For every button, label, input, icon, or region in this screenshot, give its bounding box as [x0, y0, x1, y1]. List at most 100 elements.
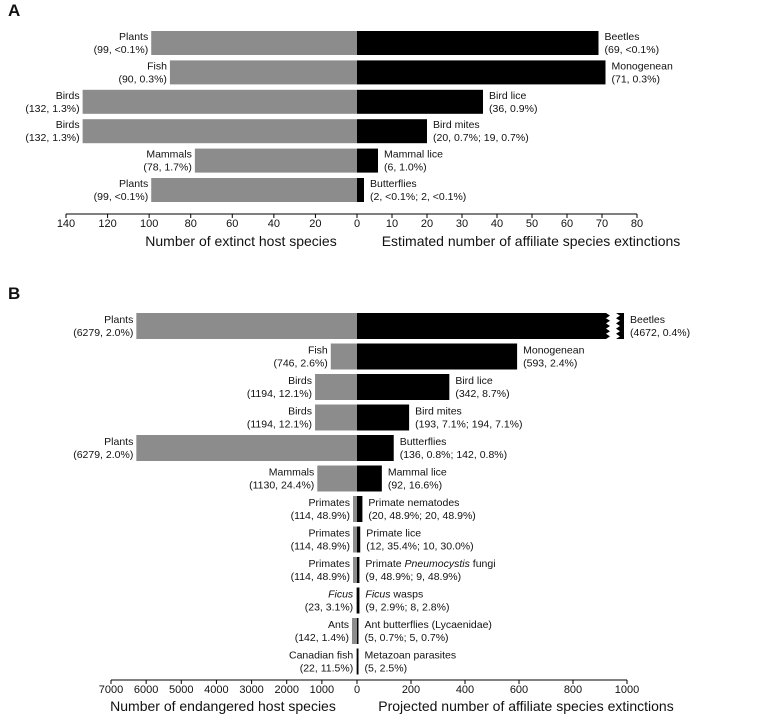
panel-b-affiliate-bar [357, 343, 518, 370]
panel-a-right-tick-label: 20 [421, 218, 433, 230]
panel-b-affiliate-label: Mammal lice [388, 467, 447, 479]
panel-b-host-stat: (23, 3.1%) [305, 602, 353, 614]
panel-b-affiliate-label: Ant butterflies (Lycaenidae) [365, 619, 492, 631]
panel-b-affiliate-stat: (4672, 0.4%) [630, 327, 690, 339]
panel-b-axis-break-segment [616, 313, 624, 339]
panel-a-host-bar [82, 119, 357, 144]
panel-a-host-stat: (99, <0.1%) [94, 191, 149, 203]
panel-b-host-stat: (142, 1.4%) [295, 632, 349, 644]
panel-b-host-stat: (22, 11.5%) [300, 663, 354, 675]
panel-b-affiliate-bar [357, 313, 606, 339]
panel-b-affiliate-bar [357, 496, 363, 522]
panel-a-right-tick-label: 50 [526, 218, 538, 230]
panel-a-left-tick-label: 0 [354, 218, 360, 230]
panel-a-affiliate-label: Beetles [605, 31, 640, 43]
panel-b-left-tick-label: 6000 [134, 684, 158, 696]
panel-a-host-stat: (132, 1.3%) [25, 103, 79, 115]
panel-b-right-tick-label: 600 [510, 684, 528, 696]
panel-b-affiliate-stat: (593, 2.4%) [523, 358, 577, 370]
panel-a-host-label: Plants [119, 178, 148, 190]
panel-b-right-tick-label: 1000 [615, 684, 639, 696]
panel-b-affiliate-stat: (12, 35.4%; 10, 30.0%) [366, 541, 473, 553]
panel-b-host-bar [352, 526, 357, 553]
panel-a-left-tick-label: 40 [268, 218, 280, 230]
panel-a-host-bar [151, 31, 357, 55]
panel-a-affiliate-label: Mammal lice [384, 149, 443, 161]
panel-a-host-label: Fish [147, 60, 167, 72]
panel-a-left-axis-title: Number of extinct host species [145, 233, 336, 249]
panel-b-left-tick-label: 1000 [310, 684, 334, 696]
panel-a-right-tick-label: 60 [561, 218, 573, 230]
panel-b-host-bar [317, 465, 357, 492]
panel-b-host-label: Birds [288, 406, 312, 418]
panel-b-affiliate-label-part: fungi [470, 558, 496, 570]
panel-b-host-label: Primates [309, 528, 350, 540]
panel-a-host-bar [82, 89, 357, 114]
panel-b-affiliate-stat: (9, 48.9%; 9, 48.9%) [365, 571, 461, 583]
panel-b-affiliate-bar [357, 648, 359, 675]
panel-a-right-tick-label: 30 [456, 218, 468, 230]
panel-b-affiliate-bar [357, 374, 450, 400]
panel-a-host-bar [194, 148, 357, 173]
panel-a-left-tick-label: 20 [309, 218, 321, 230]
panel-a-right-tick-label: 10 [386, 218, 398, 230]
panel-a-affiliate-bar [357, 178, 364, 202]
panel-a-affiliate-label: Bird lice [489, 90, 527, 102]
panel-b-host-bar [315, 404, 357, 431]
panel-b-affiliate-label: Bird lice [455, 375, 493, 387]
panel-b-affiliate-stat: (20, 48.9%; 20, 48.9%) [368, 510, 475, 522]
panel-a-left-tick-label: 60 [226, 218, 238, 230]
panel-a-affiliate-bar [357, 60, 606, 85]
panel-b-host-label: Plants [104, 314, 133, 326]
panel-b-affiliate-bar [357, 404, 410, 431]
panel-b-host-bar [352, 496, 357, 522]
panel-b-host-stat: (1130, 24.4%) [249, 480, 314, 492]
panel-a-right-axis-title: Estimated number of affiliate species ex… [382, 233, 681, 249]
panel-a-affiliate-bar [357, 89, 483, 114]
panel-a-host-label: Plants [119, 31, 148, 43]
panel-b-host-bar [352, 557, 357, 583]
panel-b-host-label: Fish [308, 345, 328, 357]
panel-b-affiliate-label: Ficus wasps [365, 589, 423, 601]
panel-b-right-tick-label: 800 [564, 684, 582, 696]
panel-b-left-tick-label: 7000 [99, 684, 123, 696]
panel-b-left-tick-label: 2000 [274, 684, 298, 696]
panel-b-right-axis-title: Projected number of affiliate species ex… [378, 698, 673, 714]
panel-b-host-bar [352, 618, 357, 644]
panel-b-host-stat: (114, 48.9%) [291, 571, 350, 583]
panel-b-affiliate-bar [357, 557, 360, 583]
panel-b-host-label: Birds [288, 375, 312, 387]
panel-b-affiliate-label: Primate nematodes [368, 497, 459, 509]
panel-a-affiliate-bar [357, 31, 599, 55]
panel-b-host-label: Mammals [269, 467, 315, 479]
panel-b-host-stat: (114, 48.9%) [291, 541, 350, 553]
panel-b-affiliate-stat: (92, 16.6%) [388, 480, 442, 492]
panel-b-host-bar [136, 435, 357, 461]
panel-a-host-stat: (78, 1.7%) [143, 162, 191, 174]
panel-a-affiliate-stat: (69, <0.1%) [605, 44, 660, 56]
panel-b-affiliate-label-part: wasps [391, 589, 424, 601]
panel-a-left-tick-label: 140 [57, 218, 75, 230]
panel-a-host-label: Mammals [146, 149, 192, 161]
panel-b: B 7000 6000 5000 4000 3000 2000 1000 0 200 400 600 8… [8, 284, 690, 714]
panel-b-host-bar [330, 343, 357, 370]
panel-b-host-stat: (6279, 2.0%) [73, 327, 133, 339]
panel-b-left-tick-label: 0 [354, 684, 360, 696]
panel-a-host-stat: (90, 0.3%) [118, 73, 166, 85]
panel-b-host-label: Plants [104, 436, 133, 448]
panel-b-host-stat: (1194, 12.1%) [247, 419, 312, 431]
panel-a-host-label: Birds [56, 119, 80, 131]
panel-b-host-label: Ficus [328, 589, 354, 601]
panel-b-affiliate-bar [357, 587, 360, 614]
panel-b-axis-break-edge [606, 313, 610, 339]
panel-b-affiliate-bar [357, 526, 361, 553]
panel-b-host-bar [315, 374, 357, 400]
panel-b-affiliate-label-part: Ficus [365, 589, 391, 601]
panel-a-affiliate-stat: (6, 1.0%) [384, 162, 427, 174]
panel-a-affiliate-bar [357, 119, 427, 144]
panel-b-affiliate-label: Butterflies [400, 436, 447, 448]
panel-b-host-stat: (1194, 12.1%) [247, 388, 312, 400]
panel-a-right-tick-label: 40 [491, 218, 503, 230]
panel-b-host-label: Primates [309, 497, 350, 509]
